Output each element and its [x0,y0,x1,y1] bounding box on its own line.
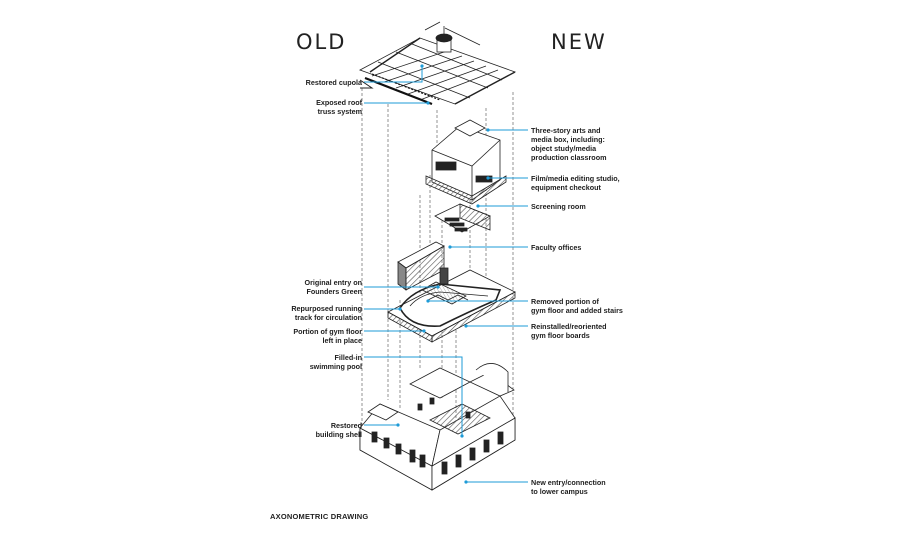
roof-truss [359,21,516,106]
label-new-entry: New entry/connection to lower campus [531,478,606,496]
label-roof-truss: Exposed roof truss system [316,98,362,116]
label-faculty-offices: Faculty offices [531,243,582,252]
label-running-track: Repurposed running track for circulation [291,304,362,322]
building-shell [359,363,516,491]
label-gym-floor-left: Portion of gym floor left in place [293,327,362,345]
label-arts-media-box: Three-story arts and media box, includin… [531,126,607,162]
cupola [435,26,453,53]
label-screening-room: Screening room [531,202,586,211]
leader-lines [364,66,528,483]
old-header: OLD [296,30,347,54]
label-building-shell: Restored building shell [315,421,362,439]
arts-media-box [425,119,507,205]
label-removed-gym-floor: Removed portion of gym floor and added s… [531,297,623,315]
label-restored-cupola: Restored cupola [305,78,362,87]
leader-dots [396,64,490,484]
screening-room [434,203,491,233]
faculty-offices [397,241,445,291]
label-original-entry: Original entry on Founders Green [304,278,362,296]
label-editing-studio: Film/media editing studio, equipment che… [531,174,620,192]
new-header: NEW [551,30,607,54]
label-swimming-pool: Filled-in swimming pool [309,353,362,371]
drawing-caption: AXONOMETRIC DRAWING [270,512,369,521]
label-gym-floor-boards: Reinstalled/reoriented gym floor boards [531,322,607,340]
